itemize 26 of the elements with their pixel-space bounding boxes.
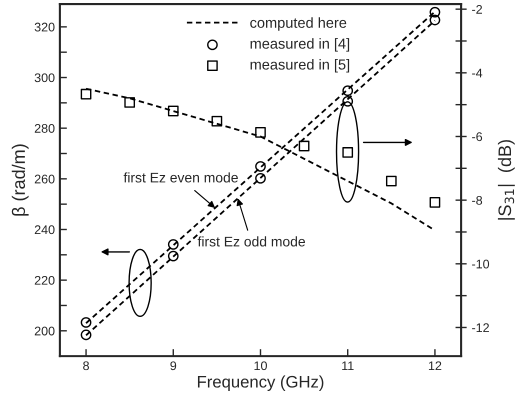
y-tick-label: 320 (34, 22, 55, 32)
y2-tick-label: -6 (472, 132, 482, 142)
x-tick-label: 10 (254, 361, 267, 370)
y-tick-label: 260 (34, 174, 55, 184)
legend-label: computed here (250, 17, 346, 31)
y-tick-label: 280 (34, 124, 55, 133)
annotation: first Ez even mode (124, 172, 238, 183)
x-tick-label: 8 (83, 361, 89, 370)
legend-label: measured in [4] (250, 38, 350, 52)
x-tick-label: 9 (170, 361, 176, 370)
y-axis-title: β (rad/m) (12, 144, 29, 216)
x-tick-label: 12 (428, 361, 442, 370)
y-tick-label: 220 (34, 276, 55, 285)
x-tick-label: 11 (342, 361, 354, 370)
y2-tick-label: -2 (472, 4, 482, 14)
y-tick-label: 300 (34, 73, 55, 82)
y-tick-label: 200 (34, 326, 55, 336)
y2-axis-title: |S$_{31}$| (dB) (498, 140, 515, 220)
annotation: first Ez odd mode (198, 236, 305, 247)
x-axis-title: Frequency (GHz) (198, 375, 324, 391)
y2-tick-label: -12 (472, 323, 489, 332)
y2-tick-label: -4 (472, 68, 482, 78)
y2-tick-label: -10 (472, 260, 490, 268)
y-tick-label: 240 (34, 225, 55, 234)
legend-label: measured in [5] (250, 58, 350, 73)
y2-tick-label: -8 (472, 196, 482, 205)
